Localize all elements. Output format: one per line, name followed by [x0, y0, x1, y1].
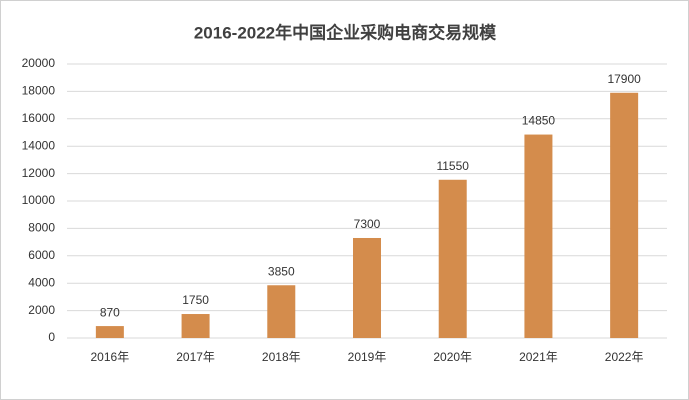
bar [95, 326, 124, 338]
data-label: 3850 [268, 264, 295, 278]
y-tick-label: 20000 [22, 56, 56, 70]
bar [610, 92, 639, 339]
x-tick-label: 2018年 [262, 350, 301, 364]
data-label: 870 [100, 305, 120, 319]
y-tick-label: 18000 [22, 84, 56, 98]
y-tick-label: 8000 [28, 221, 55, 235]
x-tick-label: 2022年 [605, 350, 644, 364]
data-label: 11550 [436, 159, 469, 173]
y-tick-label: 12000 [22, 166, 56, 180]
y-tick-label: 0 [48, 330, 55, 344]
x-tick-label: 2020年 [433, 350, 472, 364]
bar [438, 179, 467, 338]
x-tick-label: 2016年 [91, 350, 130, 364]
data-label: 17900 [607, 72, 641, 86]
y-tick-label: 2000 [28, 303, 55, 317]
chart-title: 2016-2022年中国企业采购电商交易规模 [194, 22, 497, 42]
data-label: 1750 [182, 293, 209, 307]
bar [181, 314, 210, 338]
y-tick-label: 4000 [28, 275, 55, 289]
data-label: 14850 [522, 114, 556, 128]
x-tick-label: 2017年 [176, 350, 215, 364]
bar [353, 237, 381, 338]
bar [524, 134, 553, 338]
data-label: 7300 [354, 217, 381, 231]
y-tick-label: 6000 [28, 248, 55, 262]
y-tick-label: 16000 [22, 111, 56, 125]
x-tick-label: 2021年 [519, 350, 558, 364]
x-tick-label: 2019年 [348, 350, 387, 364]
bar [267, 285, 296, 338]
y-tick-label: 10000 [22, 193, 56, 207]
y-tick-label: 14000 [22, 138, 56, 152]
